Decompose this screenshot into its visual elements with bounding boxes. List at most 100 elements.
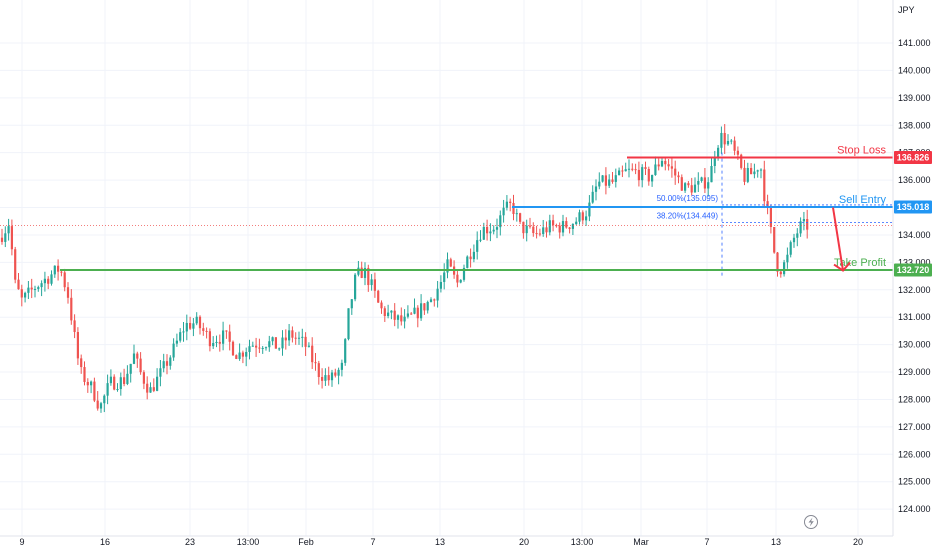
candle-body: [119, 377, 122, 390]
candle-body: [334, 372, 337, 376]
candle-body: [360, 267, 363, 278]
candle-body: [202, 328, 205, 331]
candle-body: [433, 299, 436, 301]
candle-body: [565, 221, 568, 228]
candle-body: [284, 337, 287, 341]
candle-body: [443, 272, 446, 282]
y-tick-label: 127.000: [898, 422, 931, 432]
candle-body: [799, 221, 802, 234]
candle-body: [535, 233, 538, 235]
lightning-icon[interactable]: [804, 515, 818, 529]
candle-body: [330, 372, 334, 381]
candle-body: [291, 330, 294, 338]
candle-body: [139, 358, 142, 373]
candle-body: [248, 346, 251, 352]
candle-body: [268, 341, 271, 348]
candle-body: [10, 226, 13, 250]
candle-body: [733, 140, 736, 151]
candle-body: [403, 316, 406, 322]
candle-body: [142, 372, 145, 384]
candle-body: [393, 310, 396, 320]
candle-body: [340, 362, 343, 370]
candle-body: [667, 164, 670, 167]
x-tick-label: 13:00: [237, 537, 260, 547]
candle-body: [651, 175, 654, 182]
candle-body: [439, 281, 442, 289]
candle-body: [192, 323, 195, 329]
candle-body: [792, 237, 796, 243]
candle-body: [327, 375, 330, 381]
y-tick-label: 132.000: [898, 285, 931, 295]
candle-body: [205, 330, 208, 332]
candle-body: [680, 177, 683, 191]
candle-body: [344, 339, 347, 363]
candle-body: [185, 322, 188, 332]
candle-body: [542, 227, 545, 235]
candle-body: [159, 368, 162, 377]
candle-body: [162, 361, 165, 369]
candle-body: [479, 239, 482, 241]
candle-body: [324, 375, 327, 381]
candle-body: [611, 179, 614, 182]
price-tag-bg: [894, 150, 932, 164]
candle-body: [225, 330, 228, 332]
candle-body: [621, 170, 624, 172]
candle-body: [363, 267, 367, 278]
candle-body: [33, 288, 37, 290]
candle-body: [271, 337, 274, 342]
candle-body: [561, 221, 565, 233]
y-tick-label: 131.000: [898, 312, 931, 322]
y-tick-label: 130.000: [898, 340, 931, 350]
candle-body: [149, 387, 152, 393]
candle-body: [50, 274, 53, 284]
candle-body: [806, 219, 809, 230]
candle-body: [76, 332, 79, 359]
candle-body: [264, 347, 268, 349]
candle-body: [251, 345, 254, 347]
candle-body: [753, 171, 756, 175]
fib-level-label: 38.20%(134.449): [657, 212, 719, 221]
candle-body: [575, 221, 578, 225]
y-tick-label: 124.000: [898, 504, 931, 514]
candle-body: [776, 252, 779, 272]
candle-body: [294, 337, 297, 339]
candle-body: [156, 376, 159, 391]
candle-body: [396, 315, 400, 320]
candle-body: [103, 395, 106, 404]
candle-body: [486, 226, 489, 234]
candle-body: [136, 353, 139, 359]
candle-body: [783, 262, 786, 275]
candle-body: [608, 179, 611, 186]
candle-body: [677, 175, 680, 178]
candle-body: [406, 313, 409, 317]
candle-body: [109, 376, 112, 384]
candle-body: [222, 330, 225, 344]
price-tag: 135.018: [894, 200, 932, 214]
candle-body: [482, 226, 485, 240]
candle-body: [73, 320, 76, 333]
candle-body: [274, 337, 277, 349]
candle-body: [568, 227, 571, 229]
candle-body: [93, 381, 96, 401]
arrow-head-icon: [833, 261, 851, 272]
candle-body: [429, 299, 433, 302]
candle-body: [317, 363, 320, 378]
candle-body: [492, 229, 495, 232]
candle-body: [552, 220, 555, 226]
candle-body: [132, 353, 136, 364]
candle-body: [736, 150, 739, 155]
y-tick-label: 134.000: [898, 230, 931, 240]
time-axis: 9 16 23 13:00 Feb 7 13 20 13:00 Mar 7 13 20: [0, 535, 893, 547]
candle-body: [786, 254, 789, 263]
candle-body: [169, 357, 172, 366]
candle-body: [466, 256, 469, 268]
candle-body: [614, 175, 617, 182]
candle-body: [314, 362, 317, 364]
currency-label: JPY: [898, 5, 915, 15]
candle-body: [499, 215, 502, 228]
candle-body: [750, 167, 753, 175]
candle-body: [321, 377, 324, 381]
candle-body: [674, 168, 677, 176]
candle-body: [746, 167, 749, 182]
